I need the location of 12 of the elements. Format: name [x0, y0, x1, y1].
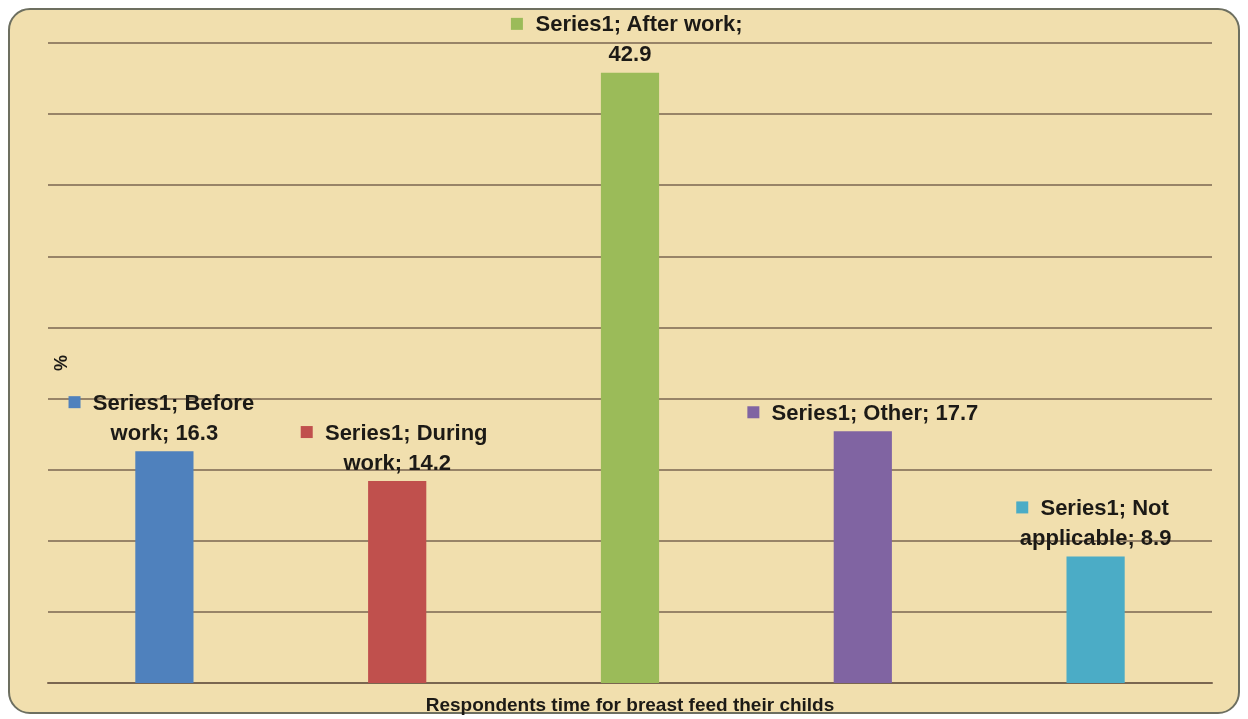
bar: [368, 481, 427, 683]
bar: [600, 72, 660, 683]
data-label: Series1; After work; 42.9: [523, 11, 749, 67]
bar: [833, 431, 892, 683]
data-label: Series1; Other; 17.7: [759, 399, 979, 425]
y-axis-title: %: [51, 354, 71, 372]
data-label: Series1; Before work; 16.3: [80, 389, 261, 445]
data-label: Series1; During work; 14.2: [312, 419, 494, 475]
bar: [1066, 556, 1125, 683]
bar: [135, 451, 194, 683]
data-label: Series1; Not applicable; 8.9: [1019, 494, 1175, 550]
x-axis-title: Respondents time for breast feed their childs: [425, 694, 835, 715]
